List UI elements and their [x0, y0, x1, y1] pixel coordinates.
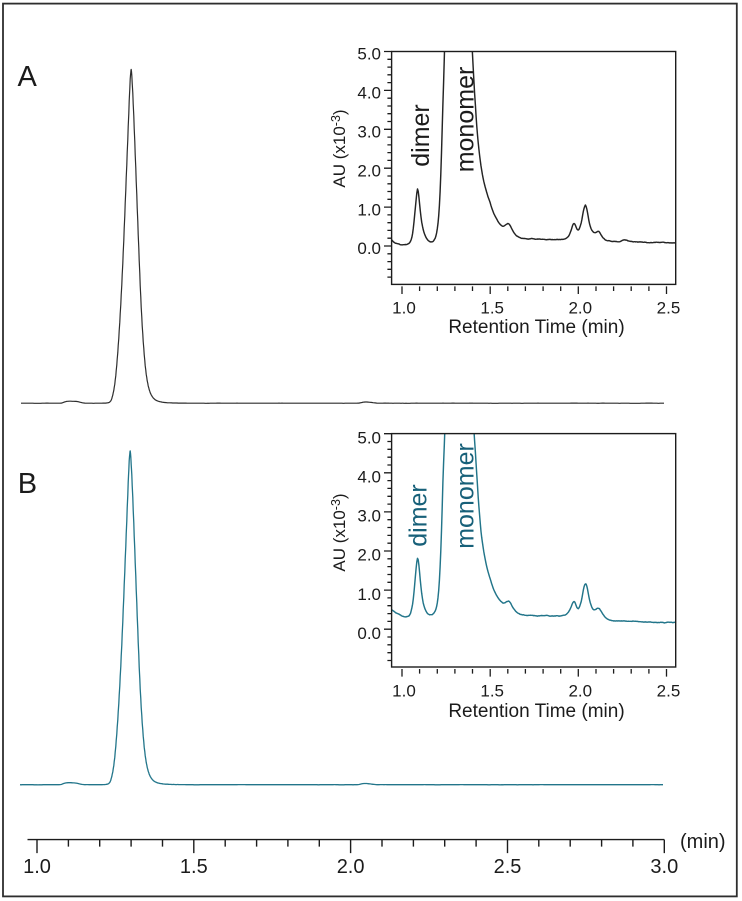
svg-text:3.0: 3.0 — [650, 856, 678, 878]
svg-text:0.0: 0.0 — [357, 239, 381, 258]
svg-text:0.0: 0.0 — [357, 624, 381, 643]
svg-text:5.0: 5.0 — [357, 45, 381, 64]
svg-text:Retention Time (min): Retention Time (min) — [448, 701, 624, 722]
svg-text:AU (x10-3): AU (x10-3) — [329, 493, 349, 571]
svg-text:Retention Time (min): Retention Time (min) — [448, 317, 624, 338]
svg-text:4.0: 4.0 — [357, 84, 381, 103]
svg-text:1.0: 1.0 — [392, 681, 416, 700]
svg-text:4.0: 4.0 — [357, 468, 381, 487]
svg-text:dimer: dimer — [407, 104, 435, 167]
svg-text:1.5: 1.5 — [480, 681, 504, 700]
svg-text:B: B — [18, 468, 37, 500]
svg-text:5.0: 5.0 — [357, 428, 381, 447]
svg-text:AU (x10-3): AU (x10-3) — [329, 109, 349, 187]
svg-text:2.0: 2.0 — [357, 546, 381, 565]
svg-text:2.5: 2.5 — [657, 681, 681, 700]
svg-text:2.0: 2.0 — [357, 161, 381, 180]
svg-text:1.0: 1.0 — [357, 585, 381, 604]
svg-text:2.5: 2.5 — [494, 856, 522, 878]
svg-text:3.0: 3.0 — [357, 123, 381, 142]
svg-text:3.0: 3.0 — [357, 507, 381, 526]
svg-text:2.0: 2.0 — [337, 856, 365, 878]
svg-text:2.0: 2.0 — [568, 681, 592, 700]
svg-text:1.0: 1.0 — [357, 200, 381, 219]
svg-text:monomer: monomer — [452, 67, 480, 173]
svg-text:1.0: 1.0 — [23, 856, 51, 878]
svg-text:1.5: 1.5 — [180, 856, 208, 878]
svg-text:2.5: 2.5 — [657, 299, 681, 318]
svg-text:(min): (min) — [680, 831, 726, 853]
svg-text:monomer: monomer — [452, 443, 480, 549]
svg-text:2.0: 2.0 — [568, 299, 592, 318]
svg-text:1.5: 1.5 — [480, 299, 504, 318]
svg-text:dimer: dimer — [405, 484, 433, 547]
svg-text:1.0: 1.0 — [392, 299, 416, 318]
svg-text:A: A — [18, 61, 38, 93]
